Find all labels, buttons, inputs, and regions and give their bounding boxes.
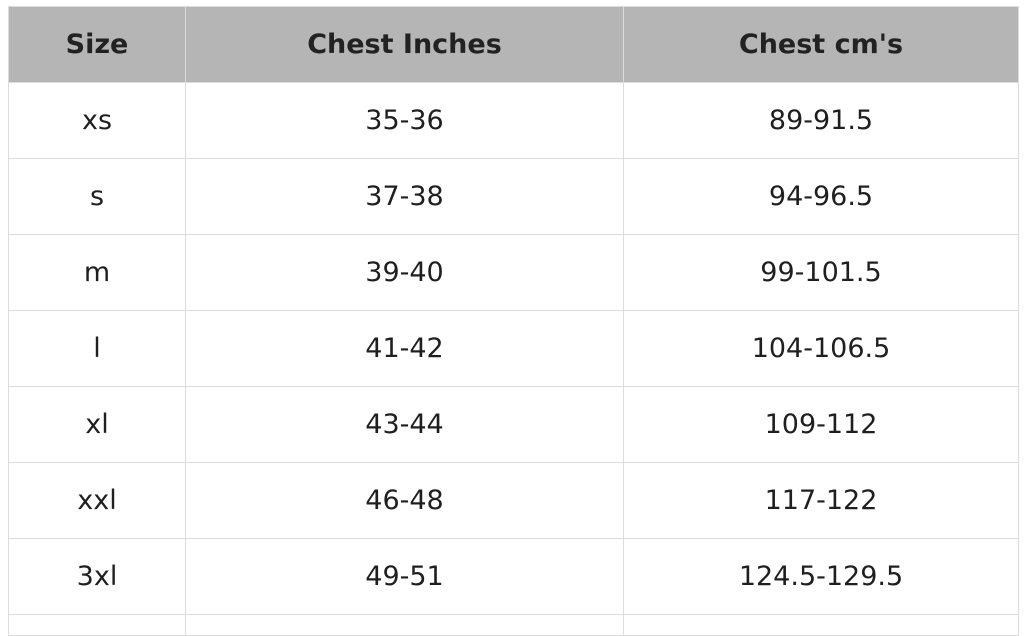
table-row: m 39-40 99-101.5 (8, 234, 1019, 311)
header-chest-inches: Chest Inches (185, 6, 624, 83)
cell-chest-inches: 39-40 (185, 234, 624, 311)
cell-empty (185, 614, 624, 636)
cell-chest-cm: 89-91.5 (623, 82, 1019, 159)
cell-chest-inches: 35-36 (185, 82, 624, 159)
cell-empty (623, 614, 1019, 636)
cell-size: xxl (8, 462, 186, 539)
size-chart-table: Size Chest Inches Chest cm's xs 35-36 89… (8, 6, 1019, 636)
table-row: xs 35-36 89-91.5 (8, 82, 1019, 159)
table-row: xl 43-44 109-112 (8, 386, 1019, 463)
cell-chest-inches: 41-42 (185, 310, 624, 387)
cell-size: s (8, 158, 186, 235)
table-row: s 37-38 94-96.5 (8, 158, 1019, 235)
table-row: l 41-42 104-106.5 (8, 310, 1019, 387)
cell-empty (8, 614, 186, 636)
cell-chest-cm: 94-96.5 (623, 158, 1019, 235)
cell-size: 3xl (8, 538, 186, 615)
cell-chest-inches: 37-38 (185, 158, 624, 235)
cell-chest-inches: 46-48 (185, 462, 624, 539)
header-row: Size Chest Inches Chest cm's (8, 6, 1019, 83)
table-body: xs 35-36 89-91.5 s 37-38 94-96.5 m 39-40… (8, 82, 1019, 636)
cell-chest-inches: 49-51 (185, 538, 624, 615)
cell-chest-cm: 124.5-129.5 (623, 538, 1019, 615)
cell-chest-cm: 104-106.5 (623, 310, 1019, 387)
header-size: Size (8, 6, 186, 83)
table-header: Size Chest Inches Chest cm's (8, 6, 1019, 83)
cell-chest-cm: 99-101.5 (623, 234, 1019, 311)
cell-size: l (8, 310, 186, 387)
cell-size: xs (8, 82, 186, 159)
cell-size: m (8, 234, 186, 311)
cell-chest-inches: 43-44 (185, 386, 624, 463)
header-chest-cm: Chest cm's (623, 6, 1019, 83)
table-row-partial (8, 614, 1019, 636)
cell-chest-cm: 109-112 (623, 386, 1019, 463)
cell-chest-cm: 117-122 (623, 462, 1019, 539)
table-row: 3xl 49-51 124.5-129.5 (8, 538, 1019, 615)
cell-size: xl (8, 386, 186, 463)
table-row: xxl 46-48 117-122 (8, 462, 1019, 539)
